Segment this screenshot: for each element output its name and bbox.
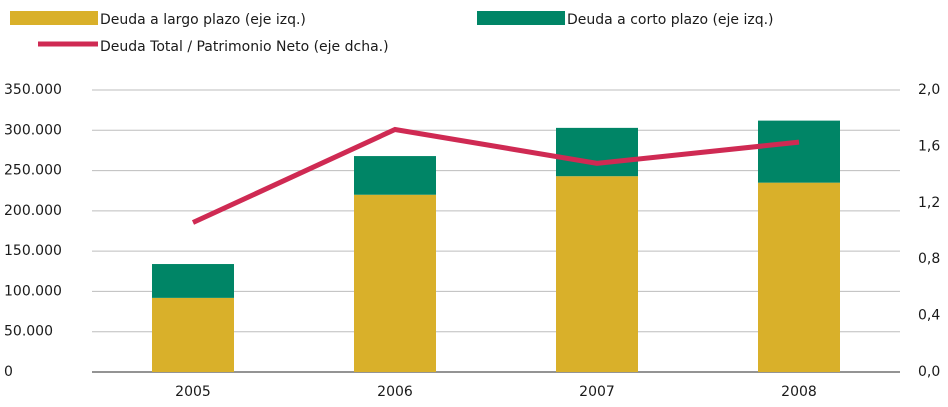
y-tick-label: 150.000 bbox=[4, 243, 62, 259]
x-tick-label: 2007 bbox=[579, 384, 615, 400]
x-tick-label: 2008 bbox=[781, 384, 817, 400]
y2-tick-label: 0,0 bbox=[918, 364, 940, 380]
legend-label: Deuda a largo plazo (eje izq.) bbox=[100, 12, 306, 28]
x-tick-label: 2006 bbox=[377, 384, 413, 400]
bar bbox=[152, 264, 234, 298]
bar bbox=[556, 176, 638, 372]
y-tick-label: 350.000 bbox=[4, 82, 62, 98]
y-tick-label: 200.000 bbox=[4, 203, 62, 219]
y-tick-label: 300.000 bbox=[4, 122, 62, 138]
y2-tick-label: 0,8 bbox=[918, 251, 940, 267]
bar bbox=[758, 120, 840, 183]
bar bbox=[354, 194, 436, 372]
y-tick-label: 100.000 bbox=[4, 283, 62, 299]
y2-tick-label: 1,2 bbox=[918, 195, 940, 211]
bar bbox=[758, 182, 840, 372]
bar bbox=[556, 127, 638, 177]
y-tick-label: 0 bbox=[4, 364, 13, 380]
y2-tick-label: 2,0 bbox=[918, 82, 940, 98]
legend-label: Deuda a corto plazo (eje izq.) bbox=[567, 12, 774, 28]
y-tick-label: 50.000 bbox=[4, 324, 53, 340]
x-tick-label: 2005 bbox=[175, 384, 211, 400]
legend-swatch bbox=[10, 11, 98, 25]
bar bbox=[354, 156, 436, 195]
line bbox=[191, 126, 800, 225]
legend-swatch bbox=[477, 11, 565, 25]
y2-tick-label: 0,4 bbox=[918, 308, 940, 324]
y-tick-label: 250.000 bbox=[4, 163, 62, 179]
legend-label: Deuda Total / Patrimonio Neto (eje dcha.… bbox=[100, 39, 389, 55]
y2-tick-label: 1,6 bbox=[918, 138, 940, 154]
bar bbox=[152, 297, 234, 372]
